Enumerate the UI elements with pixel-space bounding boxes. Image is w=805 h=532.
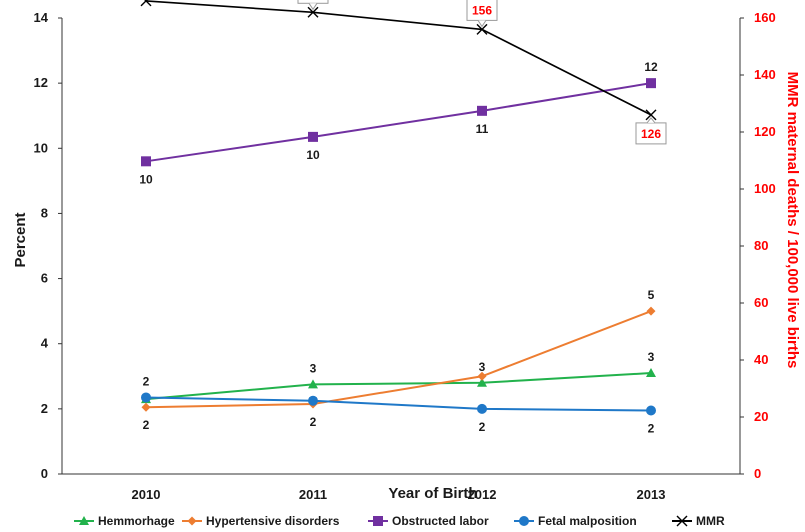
legend-swatch-marker [676,515,688,527]
data-label-hemmorhage: 3 [479,360,486,374]
point-hypertensive [477,371,487,381]
x-tick-label: 2012 [468,487,497,502]
data-label-mmr: 126 [641,127,661,141]
x-tick-label: 2013 [637,487,666,502]
data-label-hypertensive: 2 [143,418,150,432]
x-tick-label: 2010 [132,487,161,502]
point-fetal [646,405,656,416]
point-hemmorhage [308,379,318,389]
point-obstructed [308,131,318,142]
point-mmr [476,23,488,35]
point-mmr [140,0,152,7]
right-tick-label: 120 [754,124,776,139]
point-mmr-stroke [140,0,148,7]
left-tick-label: 0 [41,466,48,481]
x-axis-label: Year of Birth [388,485,477,502]
legend: Hemmorhage Hypertensive disorders Obstruct… [74,514,725,528]
legend-swatch-marker [519,516,529,526]
data-label-fetal: 2 [479,420,486,434]
right-tick-label: 80 [754,238,768,253]
data-label-obstructed: 10 [306,148,320,162]
point-mmr [645,109,657,121]
point-fetal [308,395,318,406]
series-line-fetal [145,396,652,412]
legend-label: Hypertensive disorders [206,514,340,528]
series-group [140,0,657,416]
left-tick-label: 4 [41,336,49,351]
legend-label: Fetal malposition [538,514,637,528]
x-axis-ticks: 2010 2011 2012 2013 [132,487,666,502]
legend-label: MMR [696,514,725,528]
right-tick-label: 0 [754,466,761,481]
point-hemmorhage [477,377,487,387]
legend-item-mmr: MMR [672,514,725,528]
legend-label: Hemmorhage [98,514,175,528]
right-tick-label: 60 [754,295,768,310]
left-tick-label: 10 [34,140,48,155]
mmr-callout-pointer [308,3,318,11]
left-tick-label: 2 [41,401,48,416]
legend-swatch-marker [187,516,197,526]
point-hypertensive [646,306,656,316]
left-tick-label: 14 [34,10,49,25]
data-label-fetal: 2 [143,374,150,388]
y-axis-label: Percent [12,212,29,267]
point-mmr [307,6,319,18]
x-tick-label: 2011 [299,487,327,502]
series-line-mmr [145,0,652,116]
mmr-callout: 162 [297,0,329,11]
point-mmr-stroke [476,23,488,35]
mmr-callout-pointer [477,20,487,28]
point-obstructed [477,105,487,116]
data-label-obstructed: 12 [644,60,658,74]
legend-item-fetal: Fetal malposition [514,514,637,528]
right-tick-label: 20 [754,409,768,424]
data-label-hemmorhage: 3 [310,361,317,375]
legend-swatch-marker [79,516,89,525]
point-mmr-stroke [645,109,657,121]
mmr-callout: 126 [635,117,667,145]
series-line-hypertensive [145,310,652,409]
point-hypertensive [141,402,151,412]
legend-item-hypertensive: Hypertensive disorders [182,514,340,528]
right-axis-ticks: 0 20 40 60 80 100 120 140 160 [740,10,776,481]
point-mmr-stroke [307,6,319,18]
point-obstructed [646,78,656,89]
data-label-hypertensive: 5 [648,288,655,302]
series-line-obstructed [145,82,652,163]
point-hemmorhage [646,368,656,378]
data-label-mmr: 156 [472,3,492,17]
legend-item-hemmorhage: Hemmorhage [74,514,175,528]
data-label-obstructed: 10 [139,172,153,186]
mmr-callout-box [297,0,329,4]
mmr-callout-pointer [646,117,656,124]
point-fetal [477,403,487,414]
legend-swatch-marker-stroke [676,515,688,527]
legend-swatch-marker [373,516,383,526]
right-tick-label: 40 [754,352,768,367]
point-obstructed [141,156,151,167]
right-tick-label: 160 [754,10,776,25]
point-fetal [141,392,151,403]
left-axis-ticks: 0 2 4 6 8 10 12 14 [34,10,62,481]
series-line-hemmorhage [145,372,652,401]
mmr-callout: 156 [466,0,498,28]
data-label-fetal: 2 [648,421,655,435]
left-tick-label: 12 [34,75,48,90]
left-tick-label: 6 [41,271,48,286]
data-label-hemmorhage: 3 [648,350,655,364]
right-tick-label: 140 [754,67,776,82]
right-tick-label: 100 [754,181,776,196]
legend-label: Obstructed labor [392,514,489,528]
data-label-hypertensive: 2 [310,415,317,429]
y2-axis-label: MMR maternal deaths / 100,000 live birth… [784,72,801,369]
data-label-obstructed: 11 [476,122,489,136]
legend-item-obstructed: Obstructed labor [368,514,489,528]
data-labels: 33322510101112222166162156126 [139,0,667,435]
left-tick-label: 8 [41,205,48,220]
